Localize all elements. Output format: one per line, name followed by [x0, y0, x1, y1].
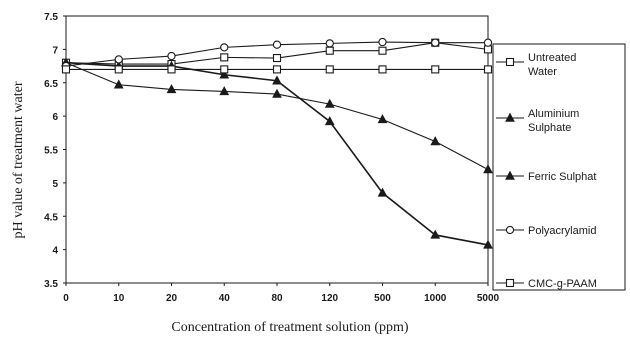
- legend: Untreated Water Aluminium Sulphate Ferric Su…: [492, 43, 626, 291]
- legend-label: CMC-g-PAAM: [528, 278, 597, 290]
- y-tick-label: 6.5: [44, 79, 58, 90]
- x-tick-label: 500: [374, 293, 391, 304]
- data-point: [167, 51, 176, 61]
- data-point: [324, 98, 335, 108]
- data-point: [220, 65, 229, 74]
- y-tick-label: 5: [52, 179, 58, 190]
- series-5: [61, 65, 493, 74]
- legend-frame: [492, 43, 626, 291]
- data-point: [272, 88, 282, 98]
- x-tick-label: 1000: [424, 293, 447, 304]
- data-point: [220, 43, 229, 52]
- x-tick-label: 120: [321, 293, 338, 304]
- data-point: [483, 239, 493, 249]
- x-tick-label: 10: [113, 293, 125, 304]
- data-point: [378, 65, 387, 74]
- y-tick-label: 4.5: [44, 212, 58, 223]
- x-tick-label: 40: [219, 293, 231, 304]
- data-point: [272, 40, 282, 49]
- data-point: [483, 38, 493, 47]
- y-tick-label: 5.5: [44, 146, 58, 157]
- legend-label: Water: [528, 66, 557, 78]
- data-point: [483, 65, 493, 74]
- data-point: [483, 164, 493, 174]
- x-axis-label: Concentration of treatment solution (ppm…: [171, 320, 409, 335]
- axes: 3.5 4 4.5 5 5.5 6 6.5 7 7.5 0 10 20 40 80 120 500 1000 50…: [44, 12, 499, 304]
- data-point: [114, 55, 123, 64]
- legend-entry-3: Ferric Sulphat: [496, 170, 596, 183]
- data-point: [377, 114, 388, 124]
- legend-swatch-marker: [505, 57, 515, 67]
- data-point: [377, 187, 388, 197]
- series-3: [61, 57, 493, 249]
- data-point: [324, 116, 335, 126]
- data-point: [378, 46, 387, 55]
- legend-label: Polyacrylamid: [528, 225, 596, 237]
- data-point: [325, 65, 334, 74]
- y-tick-label: 4: [52, 246, 58, 257]
- y-tick-label: 7: [52, 45, 58, 56]
- data-point: [483, 45, 493, 54]
- legend-label: Untreated: [528, 52, 576, 64]
- data-point: [272, 54, 282, 63]
- data-point: [167, 65, 176, 74]
- data-point: [114, 65, 123, 74]
- legend-label: Ferric Sulphat: [528, 171, 596, 183]
- y-axis-label: pH value of treatment water: [11, 81, 26, 238]
- data-point: [61, 65, 71, 74]
- x-tick-label: 20: [166, 293, 178, 304]
- data-point: [431, 38, 440, 47]
- legend-label: Sulphate: [528, 122, 571, 134]
- data-point: [220, 53, 229, 62]
- data-point: [430, 136, 441, 146]
- legend-entry-2: Aluminium Sulphate: [496, 108, 579, 134]
- x-tick-label: 80: [271, 293, 283, 304]
- data-point: [219, 69, 230, 79]
- data-point: [431, 65, 440, 74]
- legend-swatch-marker: [505, 170, 515, 180]
- y-tick-label: 3.5: [44, 279, 58, 290]
- x-tick-label: 0: [63, 293, 69, 304]
- data-point: [272, 65, 282, 74]
- x-tick-label: 5000: [477, 293, 500, 304]
- data-point: [378, 37, 387, 47]
- data-point: [430, 229, 441, 239]
- y-tick-label: 6: [52, 112, 58, 123]
- legend-swatch-marker: [505, 225, 515, 235]
- data-point: [113, 79, 124, 89]
- legend-swatch-marker: [505, 112, 515, 122]
- data-point: [325, 46, 334, 55]
- legend-entry-4: Polyacrylamid: [496, 225, 596, 237]
- legend-entry-1: Untreated Water: [496, 52, 576, 78]
- legend-swatch-marker: [505, 278, 515, 288]
- legend-label: Aluminium: [528, 108, 579, 120]
- data-point: [325, 39, 334, 48]
- y-tick-label: 7.5: [44, 12, 58, 23]
- data-point: [166, 84, 177, 94]
- legend-entry-5: CMC-g-PAAM: [496, 278, 597, 290]
- series-lines: [61, 37, 493, 249]
- data-point: [272, 75, 282, 85]
- data-point: [219, 86, 230, 96]
